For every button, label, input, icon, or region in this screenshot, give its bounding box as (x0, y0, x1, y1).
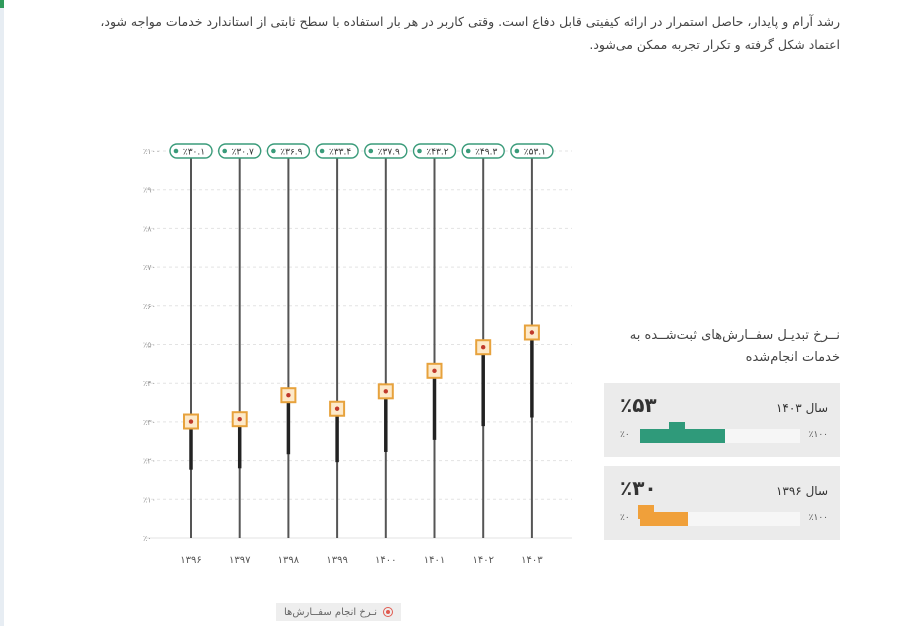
x-tick-label: ۱۳۹۷ (229, 555, 251, 566)
max-label: ٪۱۰۰ (808, 430, 828, 440)
legend-marker-icon (383, 607, 393, 617)
stat-card-1403: سال ۱۴۰۳ ٪۵۳ ٪۰ ٪۱۰۰ (604, 383, 840, 457)
progress-track (640, 422, 800, 443)
y-tick-label: ٪۷۰ (143, 263, 156, 272)
x-tick-label: ۱۳۹۸ (278, 555, 300, 566)
value-badge (412, 143, 457, 159)
data-label: ٪۴۳.۲ (426, 148, 448, 158)
x-tick-label: ۱۴۰۲ (472, 555, 493, 566)
data-point-dot (286, 392, 291, 398)
y-tick-label: ٪۳۰ (143, 418, 156, 427)
data-point-dot (334, 406, 340, 411)
value-badge (169, 143, 213, 159)
y-tick-label: ٪۶۰ (143, 302, 156, 311)
data-label: ٪۳۰.۷ (232, 148, 254, 158)
data-label: ٪۴۹.۳ (475, 148, 497, 158)
card-year: سال ۱۴۰۳ (775, 401, 828, 415)
data-point-dot (237, 416, 242, 422)
chart-legend[interactable]: نـرخ انجام سفــارش‌ها (276, 603, 401, 621)
legend-label: نـرخ انجام سفــارش‌ها (284, 606, 377, 618)
value-badge (217, 143, 262, 159)
stat-card-1396: سال ۱۳۹۶ ٪۳۰ ٪۰ ٪۱۰۰ (604, 466, 840, 540)
y-tick-label: ٪۴۰ (143, 379, 156, 388)
x-tick-label: ۱۳۹۹ (326, 555, 347, 566)
y-tick-label: ٪۸۰ (143, 224, 156, 233)
y-tick-label: ٪۱۰۰ (143, 147, 160, 156)
badge-dot (368, 148, 374, 154)
data-label: ٪۳۰.۱ (183, 148, 205, 158)
x-tick-label: ۱۴۰۱ (424, 555, 445, 566)
max-label: ٪۱۰۰ (808, 513, 828, 523)
min-label: ٪۰ (620, 513, 630, 523)
badge-dot (465, 148, 471, 154)
min-label: ٪۰ (620, 430, 630, 440)
value-badge (364, 143, 408, 159)
y-tick-label: ٪۱۰ (143, 495, 156, 504)
value-badge (266, 143, 311, 159)
x-tick-label: ۱۴۰۰ (375, 555, 396, 566)
badge-dot (417, 148, 422, 154)
badge-dot (222, 148, 227, 154)
y-tick-label: ٪۰ (143, 534, 152, 543)
y-tick-label: ٪۵۰ (143, 341, 156, 350)
progress-cap (668, 422, 685, 436)
value-badge (461, 143, 505, 159)
data-point-dot (529, 330, 535, 335)
data-point-dot (188, 419, 194, 424)
x-tick-label: ۱۳۹۶ (180, 555, 201, 566)
data-label: ٪۳۶.۹ (280, 148, 302, 158)
card-percent: ٪۵۳ (620, 393, 657, 417)
data-point-dot (383, 389, 388, 394)
value-badge (510, 143, 554, 159)
data-point-dot (481, 345, 486, 350)
badge-dot (271, 148, 276, 154)
value-badge (315, 143, 359, 159)
line-chart: ٪۰ ٪۱۰ ٪۲۰ ٪۳۰ ٪۴۰ ٪۵۰ ٪۶۰ ٪۷۰ ٪۸۰ ٪۹۰ ٪۱۰۰ ٪۳۰.۱ ۱۳… (143, 143, 572, 566)
y-tick-label: ٪۲۰ (143, 457, 156, 466)
x-tick-label: ۱۴۰۳ (521, 555, 543, 566)
data-label: ٪۵۳.۱ (524, 148, 546, 158)
card-year: سال ۱۳۹۶ (775, 484, 828, 498)
badge-dot (514, 148, 520, 154)
badge-dot (319, 148, 325, 154)
progress-fill (638, 505, 688, 526)
progress-fill (640, 422, 725, 443)
progress-cap (638, 505, 655, 519)
intro-paragraph: رشد آرام و پایدار، حاصل استمرار در ارائه… (100, 14, 840, 52)
data-label: ٪۳۳.۴ (329, 148, 351, 158)
data-point-dot (432, 368, 437, 374)
y-tick-label: ٪۹۰ (143, 186, 156, 195)
data-label: ٪۳۷.۹ (378, 148, 400, 158)
edge-accent (0, 0, 4, 8)
left-edge-bar (0, 0, 4, 626)
card-percent: ٪۳۰ (620, 476, 657, 500)
badge-dot (173, 148, 179, 154)
progress-track (638, 505, 800, 526)
panel-title: نــرخ تبدیـل سفــارش‌های ثبت‌شــده به خد… (629, 328, 840, 365)
